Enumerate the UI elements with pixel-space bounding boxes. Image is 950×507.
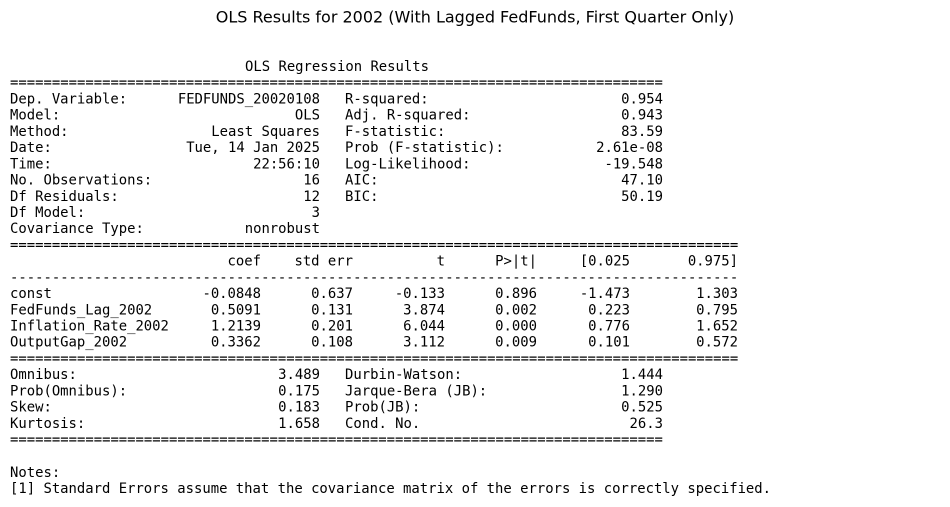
coef-cell: 0.572 (696, 335, 738, 351)
coef-cell: 0.637 (311, 286, 353, 302)
coef-cell: -1.473 (580, 286, 630, 302)
stat-label: Log-Likelihood: (345, 156, 470, 172)
stat-value: FEDFUNDS_20020108 (178, 91, 320, 107)
stat-value: 0.525 (621, 400, 663, 416)
title: OLS Results for 2002 (With Lagged FedFun… (216, 8, 734, 27)
stat-value: -19.548 (604, 156, 663, 172)
stat-label: Date: (10, 140, 52, 156)
coef-cell: 0.201 (311, 319, 353, 335)
coef-cell: 0.5091 (211, 302, 261, 318)
separator: ========================================… (10, 432, 663, 448)
stat-label: Adj. R-squared: (345, 108, 470, 124)
column-header: [0.025 (580, 254, 630, 270)
column-header: 0.975] (688, 254, 738, 270)
stat-label: Durbin-Watson: (345, 367, 462, 383)
coef-cell: 1.652 (696, 319, 738, 335)
stat-value: 1.444 (621, 367, 663, 383)
stat-value: 12 (303, 189, 320, 205)
stat-label: Jarque-Bera (JB): (345, 383, 487, 399)
stat-label: F-statistic: (345, 124, 445, 140)
stat-label: Df Model: (10, 205, 85, 221)
coef-cell: 0.896 (495, 286, 537, 302)
stat-value: 22:56:10 (253, 156, 320, 172)
stat-value: 3 (312, 205, 320, 221)
coef-cell: 1.303 (696, 286, 738, 302)
notes-heading: Notes: (10, 465, 60, 481)
stat-label: AIC: (345, 173, 378, 189)
coef-cell: 0.101 (588, 335, 630, 351)
stat-label: No. Observations: (10, 173, 152, 189)
stat-value: 3.489 (278, 367, 320, 383)
coef-cell: -0.0848 (202, 286, 261, 302)
stat-value: 50.19 (621, 189, 663, 205)
coef-cell: 3.112 (403, 335, 445, 351)
stat-value: 2.61e-08 (596, 140, 663, 156)
stat-value: 0.954 (621, 91, 663, 107)
coef-cell: 0.002 (495, 302, 537, 318)
variable-name: Inflation_Rate_2002 (10, 319, 169, 335)
coef-cell: 0.009 (495, 335, 537, 351)
coef-cell: 0.108 (311, 335, 353, 351)
coef-cell: 6.044 (403, 319, 445, 335)
column-header: coef (228, 254, 261, 270)
stat-label: Cond. No. (345, 416, 420, 432)
variable-name: const (10, 286, 52, 302)
stat-label: Skew: (10, 400, 52, 416)
coef-cell: 0.795 (696, 302, 738, 318)
stat-label: Model: (10, 108, 60, 124)
variable-name: FedFunds_Lag_2002 (10, 302, 152, 318)
stat-label: Dep. Variable: (10, 91, 127, 107)
stat-label: Prob(JB): (345, 400, 420, 416)
stat-label: Prob (F-statistic): (345, 140, 504, 156)
stat-value: 0.943 (621, 108, 663, 124)
coef-cell: 3.874 (403, 302, 445, 318)
coef-cell: 0.131 (311, 302, 353, 318)
stat-value: nonrobust (245, 221, 320, 237)
stat-label: Covariance Type: (10, 221, 144, 237)
stat-value: Tue, 14 Jan 2025 (186, 140, 320, 156)
coef-cell: 1.2139 (211, 319, 261, 335)
stat-value: 0.183 (278, 400, 320, 416)
stat-label: Prob(Omnibus): (10, 383, 127, 399)
separator: ========================================… (10, 237, 738, 253)
stat-value: 16 (303, 173, 320, 189)
separator: ========================================… (10, 351, 738, 367)
separator: ========================================… (10, 75, 663, 91)
stat-value: 47.10 (621, 173, 663, 189)
column-header: P>|t| (495, 254, 537, 270)
stat-value: 0.175 (278, 383, 320, 399)
stat-value: 1.658 (278, 416, 320, 432)
stat-value: OLS (295, 108, 320, 124)
coef-cell: 0.3362 (211, 335, 261, 351)
column-header: t (437, 254, 445, 270)
coef-cell: 0.776 (588, 319, 630, 335)
stat-label: Method: (10, 124, 69, 140)
stat-value: Least Squares (211, 124, 320, 140)
coef-cell: 0.000 (495, 319, 537, 335)
stat-label: Omnibus: (10, 367, 77, 383)
separator: ----------------------------------------… (10, 270, 738, 286)
stat-value: 26.3 (630, 416, 663, 432)
summary-heading: OLS Regression Results (245, 59, 429, 75)
stat-label: Kurtosis: (10, 416, 85, 432)
stat-value: 83.59 (621, 124, 663, 140)
stat-label: R-squared: (345, 91, 429, 107)
note: [1] Standard Errors assume that the cova… (10, 481, 771, 497)
coef-cell: 0.223 (588, 302, 630, 318)
stat-label: BIC: (345, 189, 378, 205)
stat-label: Df Residuals: (10, 189, 119, 205)
column-header: std err (294, 254, 353, 270)
stat-value: 1.290 (621, 383, 663, 399)
coef-cell: -0.133 (395, 286, 445, 302)
variable-name: OutputGap_2002 (10, 335, 127, 351)
stat-label: Time: (10, 156, 52, 172)
